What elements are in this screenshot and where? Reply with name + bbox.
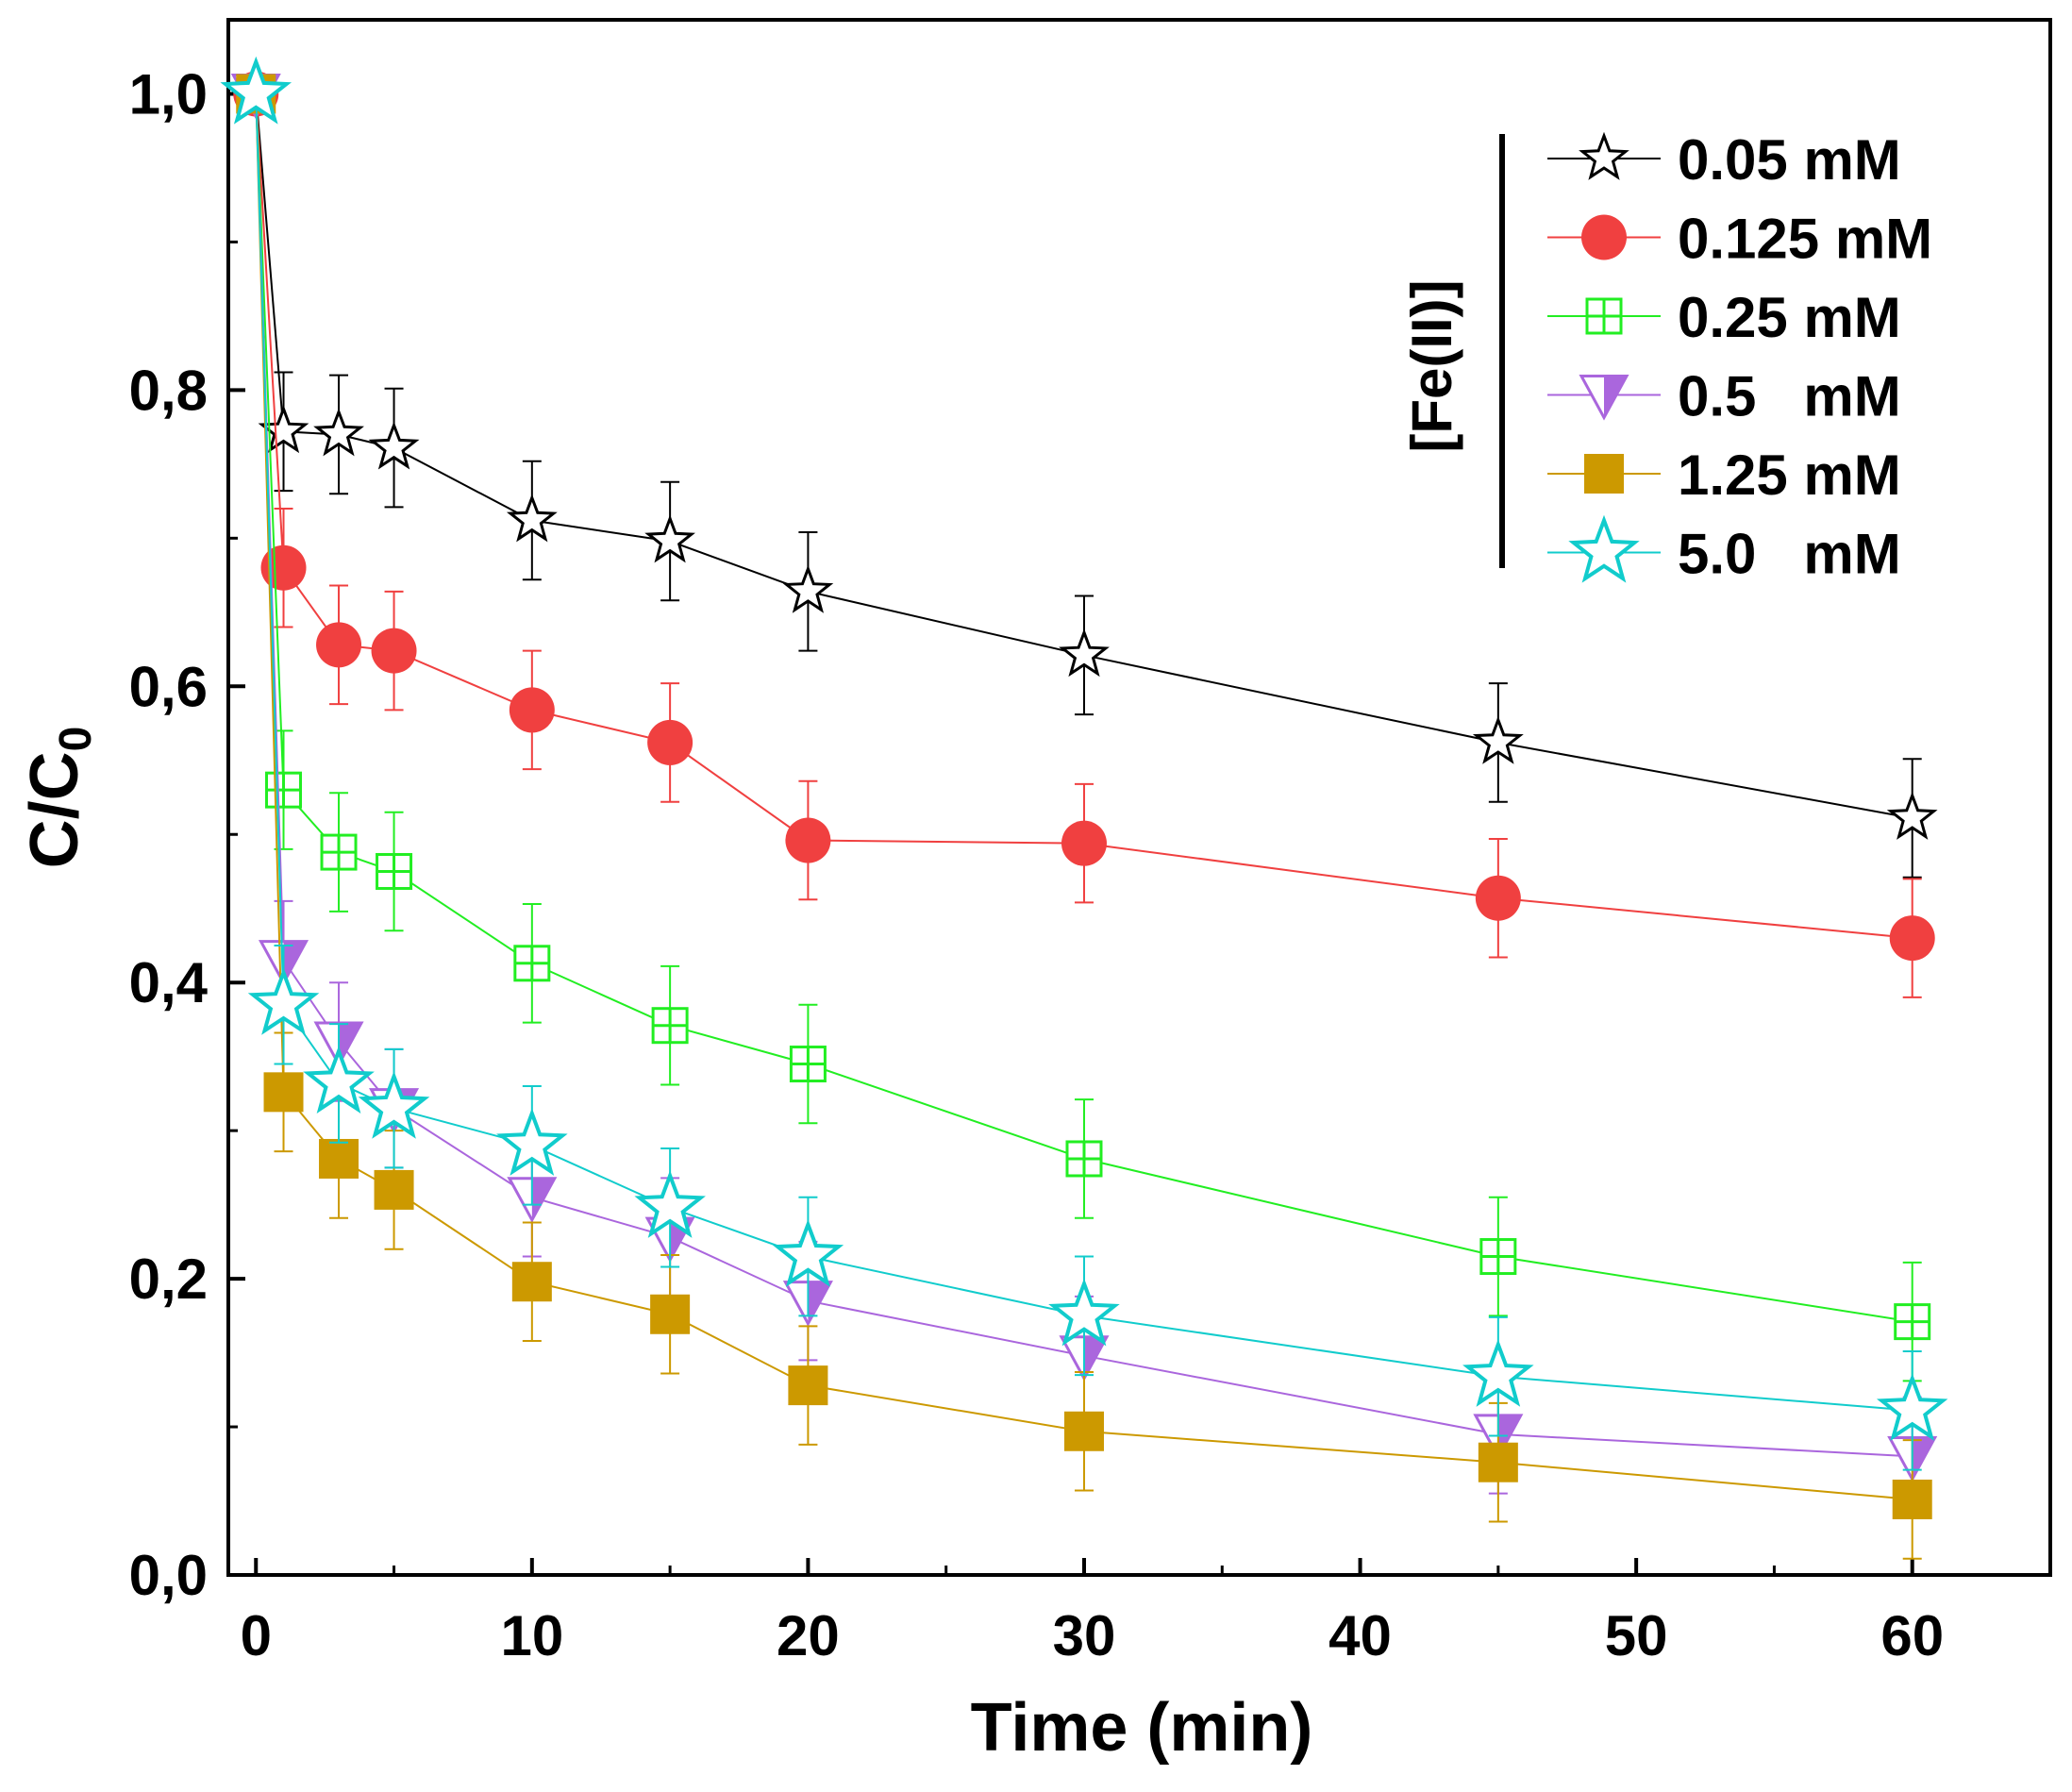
x-tick-label: 50 [1605, 1604, 1668, 1667]
y-tick-label: 1,0 [129, 62, 208, 126]
data-point [1892, 1479, 1932, 1519]
y-tick-label: 0,2 [129, 1248, 208, 1311]
legend-marker [1579, 131, 1629, 180]
data-point [1475, 875, 1521, 921]
data-point [1886, 791, 1938, 840]
data-point [772, 1218, 844, 1287]
legend-label: 0.05 mM [1678, 128, 1901, 192]
legend-title: [Fe(II)] [1400, 279, 1463, 452]
series-line [255, 93, 1913, 1412]
y-axis-label-subscript: 0 [51, 727, 101, 752]
data-point [1063, 1411, 1104, 1451]
y-tick-label: 0,8 [129, 359, 208, 422]
legend: [Fe(II)] 0.05 mM 0.125 mM 0.25 mM 0.5 mM 1.2… [1400, 128, 1932, 586]
data-point [371, 628, 417, 674]
x-tick-label: 10 [500, 1604, 563, 1667]
series-line [255, 93, 1913, 819]
data-point [788, 1365, 828, 1406]
y-axis-label: C/C0 [17, 727, 101, 869]
legend-marker-cross [1587, 299, 1621, 333]
legend-label: 0.125 mM [1678, 208, 1932, 271]
data-point [509, 687, 555, 733]
series-line [255, 93, 1913, 1458]
series-4 [236, 74, 1932, 1560]
data-point [263, 1072, 304, 1113]
data-point-cross [322, 835, 357, 870]
data-point-cross [376, 854, 411, 889]
data-point [303, 1046, 375, 1114]
data-point-cross [266, 773, 301, 808]
data-point-cross [1066, 1141, 1101, 1176]
legend-label: 1.25 mM [1678, 444, 1901, 507]
data-point [647, 719, 693, 765]
data-point [220, 56, 292, 125]
data-point-fill [283, 941, 307, 983]
data-point [358, 1070, 430, 1139]
data-point [374, 1169, 414, 1210]
x-tick-label: 60 [1880, 1604, 1944, 1667]
data-point-cross [653, 1008, 688, 1043]
x-tick-label: 40 [1328, 1604, 1392, 1667]
data-point [1048, 1278, 1120, 1347]
data-point [511, 1262, 552, 1302]
legend-label: 5.0 mM [1678, 523, 1901, 586]
data-point [313, 408, 364, 457]
data-point-fill [1912, 1437, 1935, 1480]
plot-frame [226, 18, 2052, 1577]
x-tick-label: 20 [777, 1604, 840, 1667]
series-line [255, 93, 1913, 1323]
data-point [1876, 1373, 1948, 1441]
data-point-cross [1480, 1239, 1515, 1274]
data-point [247, 966, 320, 1035]
legend-label: 0.5 mM [1678, 365, 1901, 428]
legend-label: 0.25 mM [1678, 286, 1901, 349]
data-point [782, 564, 834, 613]
data-point-fill [531, 1178, 555, 1220]
legend-marker-fill [1604, 376, 1627, 418]
data-point [368, 421, 420, 470]
data-point [316, 622, 362, 668]
data-point [506, 494, 558, 543]
y-tick-label: 0,0 [129, 1544, 208, 1607]
x-tick-label: 0 [241, 1604, 272, 1667]
legend-marker [1581, 214, 1627, 260]
data-point-cross [791, 1047, 826, 1081]
data-point-fill [1083, 1336, 1107, 1379]
data-point [1478, 1442, 1518, 1482]
data-point [650, 1294, 691, 1334]
legend-marker [1568, 514, 1640, 583]
y-axis-label-main: C/C [17, 751, 92, 868]
y-tick-label: 0,4 [129, 951, 209, 1014]
series-5 [220, 56, 1948, 1471]
data-point [1059, 628, 1110, 678]
y-tick-label: 0,6 [129, 655, 208, 718]
data-point [496, 1108, 568, 1176]
x-axis-label: Time (min) [971, 1690, 1313, 1766]
data-point [1061, 820, 1107, 866]
data-point [785, 817, 831, 863]
data-point [319, 1138, 359, 1179]
data-point-fill [339, 1022, 362, 1064]
data-point [644, 514, 695, 563]
data-point [1462, 1338, 1534, 1407]
data-point-cross [514, 946, 549, 980]
series-line [255, 93, 1913, 1500]
data-point [1889, 915, 1935, 962]
series-1 [233, 71, 1935, 998]
data-point-fill [808, 1281, 831, 1324]
series-0 [230, 67, 1938, 879]
x-tick-label: 30 [1053, 1604, 1116, 1667]
legend-marker [1584, 454, 1624, 494]
data-point-cross [1895, 1304, 1930, 1339]
series-2 [237, 75, 1931, 1382]
data-point [1472, 715, 1524, 764]
series-line [255, 93, 1913, 940]
data-point [634, 1170, 706, 1238]
